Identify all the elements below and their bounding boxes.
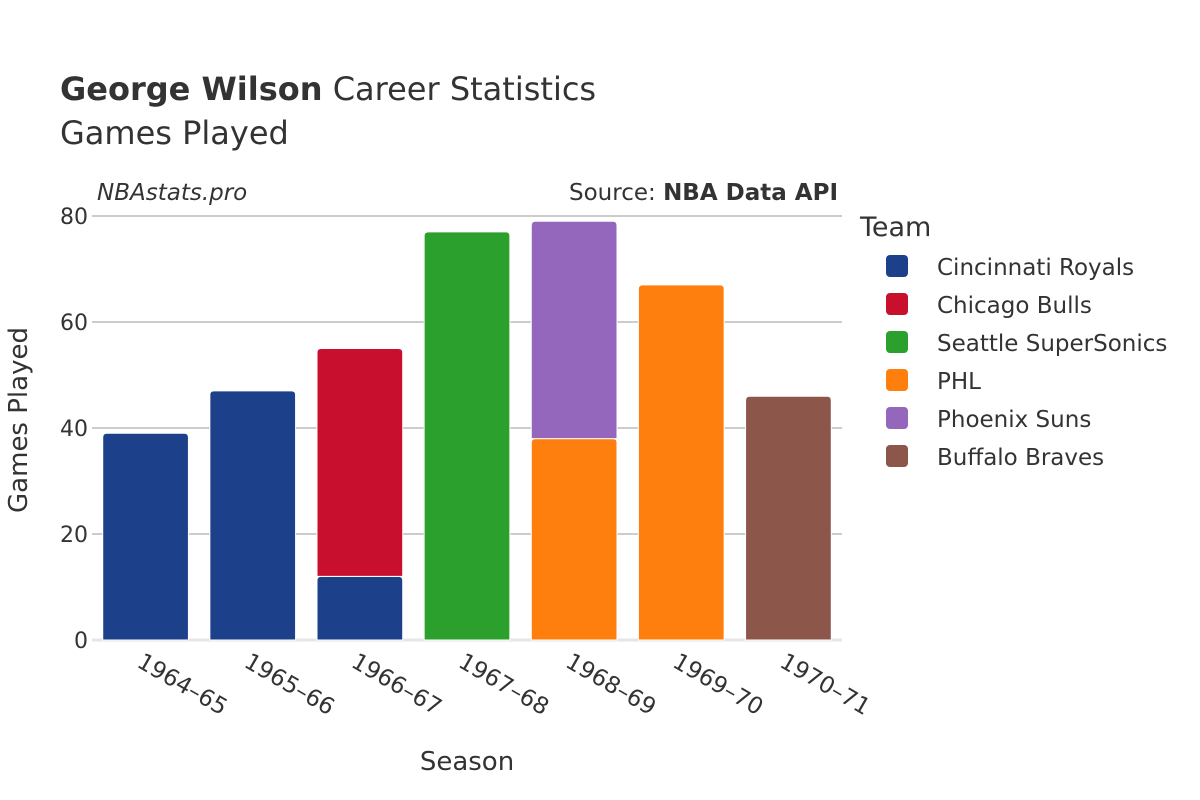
legend-item-label: Seattle SuperSonics	[937, 331, 1167, 357]
legend-item-label: Cincinnati Royals	[937, 255, 1134, 281]
y-tick-label: 20	[60, 523, 88, 548]
y-tick-label: 80	[60, 205, 88, 230]
legend-swatch	[886, 331, 908, 353]
chart-title-player: George Wilson	[60, 70, 323, 108]
x-tick-label: 1970–71	[775, 649, 874, 721]
legend-swatch	[886, 255, 908, 277]
watermark: NBAstats.pro	[97, 180, 247, 206]
bar-segment	[530, 438, 618, 641]
legend-swatch	[886, 293, 908, 315]
x-tick-label: 1968–69	[561, 649, 660, 721]
bar-segment	[530, 220, 618, 440]
legend-swatch	[886, 445, 908, 467]
y-tick-label: 60	[60, 311, 88, 336]
x-tick-labels: 1964–65 1965–66 1966–67 1967–68 1968–69 1969–…	[133, 649, 875, 721]
x-tick-label: 1965–66	[240, 649, 339, 721]
source-credit: Source: NBA Data API	[569, 180, 838, 206]
bar-segment	[102, 432, 189, 641]
bar-segment	[209, 390, 297, 641]
legend: Team Cincinnati Royals Chicago Bulls Seatt…	[859, 212, 1167, 471]
bar-segment	[316, 348, 404, 577]
y-axis-label: Games Played	[4, 327, 34, 513]
chart-title: George Wilson Career Statistics	[60, 70, 596, 108]
legend-swatch	[886, 407, 908, 429]
y-tick-label: 0	[74, 629, 88, 654]
x-axis-label: Season	[420, 747, 514, 777]
legend-title: Team	[859, 212, 931, 243]
bar-segment	[423, 231, 511, 641]
legend-item-label: Phoenix Suns	[937, 407, 1091, 433]
legend-item-label: PHL	[937, 369, 981, 395]
chart-subtitle: Games Played	[60, 114, 289, 152]
x-tick-label: 1969–70	[668, 649, 767, 721]
bar-segment	[316, 575, 404, 641]
bar-segment	[745, 395, 832, 641]
chart-title-rest: Career Statistics	[323, 70, 597, 108]
source-name: NBA Data API	[663, 180, 838, 206]
y-tick-label: 40	[60, 417, 88, 442]
bar-segment	[637, 284, 725, 641]
source-prefix: Source:	[569, 180, 663, 206]
y-tick-labels: 0 20 40 60 80	[60, 205, 88, 654]
bar-layer	[102, 220, 832, 641]
legend-item-label: Chicago Bulls	[937, 293, 1092, 319]
legend-item-label: Buffalo Braves	[937, 445, 1104, 471]
x-tick-label: 1966–67	[347, 649, 446, 721]
x-tick-label: 1967–68	[454, 649, 553, 721]
x-tick-label: 1964–65	[133, 649, 232, 721]
legend-swatch	[886, 369, 908, 391]
